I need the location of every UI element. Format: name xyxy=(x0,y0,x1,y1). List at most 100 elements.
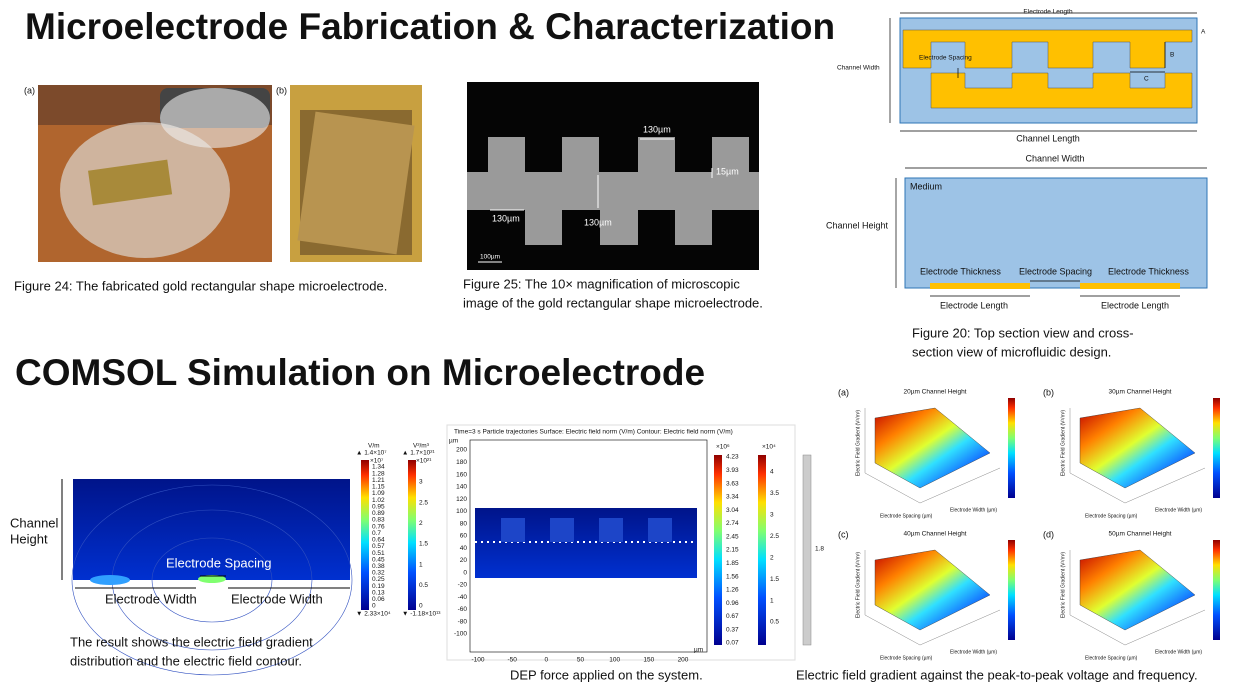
y-tick-label: 0 xyxy=(463,569,467,576)
colorbar-tick: 0.5 xyxy=(419,582,428,589)
photo-b-part xyxy=(297,111,415,255)
colorbar-tick: 0.07 xyxy=(726,640,739,647)
axis-label: Electrode Spacing (µm) xyxy=(880,513,933,519)
colorbar-tick: 3 xyxy=(770,512,774,519)
microscope-image-part xyxy=(712,137,749,173)
cross-section-diagram-part xyxy=(1080,283,1180,289)
plot-title: 40µm Channel Height xyxy=(903,531,966,538)
colorbar-tick: 0.57 xyxy=(372,543,385,550)
colorbar-tick: 0.13 xyxy=(372,589,385,596)
surface xyxy=(874,407,991,489)
photo-label: (b) xyxy=(276,85,287,95)
surface xyxy=(1079,549,1196,631)
page-title: Microelectrode Fabrication & Characteriz… xyxy=(25,6,835,47)
axis-label: Electrode Width (µm) xyxy=(1155,649,1202,655)
colorbar-unit: V²/m³ xyxy=(413,443,430,450)
plot-title: 30µm Channel Height xyxy=(1108,389,1171,396)
field-plot-part xyxy=(408,460,416,610)
caption: Electric field gradient against the peak… xyxy=(796,667,1198,682)
caption: DEP force applied on the system. xyxy=(510,667,703,682)
x-tick-label: 0 xyxy=(545,657,549,664)
colorbar-tick: 0.5 xyxy=(770,619,779,626)
axis-label: Electrode Spacing (µm) xyxy=(880,655,933,661)
plot-title: 20µm Channel Height xyxy=(903,389,966,396)
field-plot-part xyxy=(73,479,350,580)
colorbar-unit: V/m xyxy=(368,443,380,450)
caption: image of the gold rectangular shape micr… xyxy=(463,295,763,310)
axis-unit: µm xyxy=(694,647,703,654)
colorbar-tick: 3.5 xyxy=(770,490,779,497)
colorbar-tick: 0.89 xyxy=(372,510,385,517)
colorbar-tick: 0.67 xyxy=(726,613,739,620)
photo-label: (a) xyxy=(24,85,35,95)
colorbar-tick: 4 xyxy=(770,469,774,476)
surface xyxy=(1079,407,1196,489)
colorbar-tick: 3 xyxy=(419,479,423,486)
microscope-image xyxy=(467,82,759,270)
field-plot-part xyxy=(151,537,273,623)
colorbar-tick: 0.37 xyxy=(726,626,739,633)
colorbar-max: ▲ 1.4×10⁷ xyxy=(356,450,387,457)
diagram-label: A xyxy=(1201,29,1206,36)
colorbar-tick: 0.51 xyxy=(372,550,385,557)
x-tick-label: 200 xyxy=(678,657,689,664)
colorbar-min: ▼ 2.33×10⁴ xyxy=(356,611,391,618)
field-plot xyxy=(61,460,416,676)
field-plot-part xyxy=(198,575,226,583)
colorbar-tick: 2.5 xyxy=(419,499,428,506)
y-tick-label: 200 xyxy=(456,447,467,454)
axis-label: Electrode Spacing (µm) xyxy=(1085,655,1138,661)
diagram-label: Electrode Thickness xyxy=(920,266,1001,276)
dep-plot-part xyxy=(501,518,525,542)
colorbar-scale: ×10⁷ xyxy=(370,458,384,465)
colorbar-tick: 0.83 xyxy=(372,517,385,524)
image-label: 130µm xyxy=(492,213,520,223)
microscope-image-part xyxy=(488,137,525,173)
axis-unit: µm xyxy=(449,438,458,445)
top-view-diagram xyxy=(889,12,1198,132)
colorbar-tick: 0.32 xyxy=(372,570,385,577)
colorbar xyxy=(1008,398,1015,498)
image-label: 100µm xyxy=(480,254,500,261)
axis-label: Electric Field Gradient (V²/m³) xyxy=(1060,552,1066,618)
field-plot-part xyxy=(90,575,130,585)
caption: The result shows the electric field grad… xyxy=(70,634,313,649)
y-tick-label: 160 xyxy=(456,471,467,478)
axis-label: Electric Field Gradient (V²/m³) xyxy=(855,410,861,476)
caption: distribution and the electric field cont… xyxy=(70,653,302,668)
y-tick-label: -60 xyxy=(458,606,468,613)
axis-label: Electrode Width (µm) xyxy=(950,507,997,513)
x-tick-label: 100 xyxy=(609,657,620,664)
cross-section-diagram xyxy=(895,167,1208,297)
colorbar-tick: 3.93 xyxy=(726,467,739,474)
colorbar-tick: 3.04 xyxy=(726,507,739,514)
axis-label: Electric Field Gradient (V²/m³) xyxy=(855,552,861,618)
gradient-plots: (a) 20µm Channel Height Electrode Spacing … xyxy=(838,387,1220,661)
colorbar-tick: 4.23 xyxy=(726,454,739,461)
diagram-label: Electrode Length xyxy=(1101,300,1169,310)
colorbar-tick: 1.85 xyxy=(726,560,739,567)
colorbar-tick: 0.25 xyxy=(372,576,385,583)
colorbar-tick: 1.02 xyxy=(372,497,385,504)
dep-plot-part xyxy=(648,518,672,542)
colorbar-tick: 2.5 xyxy=(770,533,779,540)
colorbar-tick: 2.15 xyxy=(726,547,739,554)
colorbar-tick: 0.95 xyxy=(372,503,385,510)
colorbar-tick: 2.45 xyxy=(726,533,739,540)
y-tick-label: 180 xyxy=(456,459,467,466)
colorbar-scale: ×10²¹ xyxy=(416,458,432,465)
photo-b xyxy=(290,85,422,262)
colorbar-tick: 0 xyxy=(419,603,423,610)
colorbar-tick: 1.28 xyxy=(372,470,385,477)
colorbar-tick: 0.38 xyxy=(372,563,385,570)
y-tick-label: -80 xyxy=(458,618,468,625)
colorbar-tick: 1.5 xyxy=(419,541,428,548)
diagram-label: Electrode Length xyxy=(1023,9,1073,16)
plot-axes xyxy=(1069,550,1206,646)
colorbar-max: ▲ 1.7×10²¹ xyxy=(402,450,435,457)
colorbar-tick: 1.21 xyxy=(372,477,385,484)
dep-plot-part xyxy=(550,518,574,542)
colorbar-tick: 0.06 xyxy=(372,596,385,603)
microscope-image-part xyxy=(562,137,599,173)
